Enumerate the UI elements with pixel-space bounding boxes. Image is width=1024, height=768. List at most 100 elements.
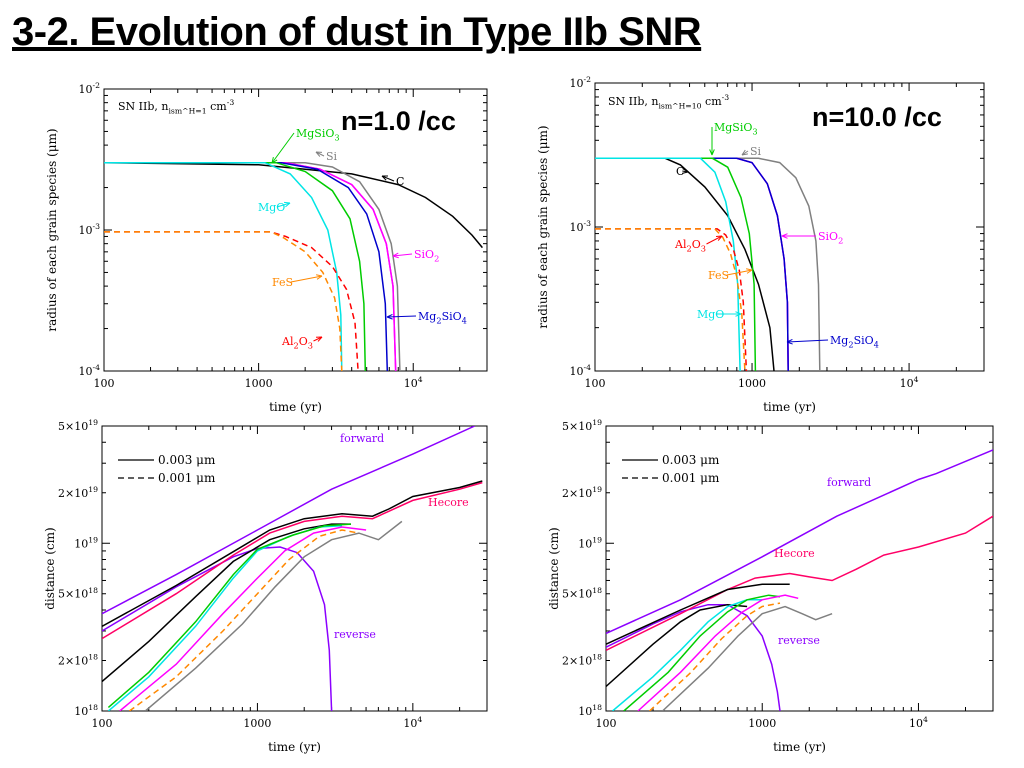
annotation-reverse: reverse [334, 628, 376, 641]
annotation-he-core: Hecore [774, 547, 815, 560]
annotation-c: C [676, 165, 684, 178]
series-reverse [102, 546, 333, 711]
series-forward [102, 426, 476, 615]
series-c-0-003 [102, 523, 351, 683]
annotation-sio2: SiO2​ [414, 248, 439, 263]
x-tick-label: 104​ [909, 715, 928, 730]
series-forward [606, 449, 993, 635]
annotation-al2o3: Al2​O3​ [281, 335, 313, 350]
annotation-si: Si [750, 145, 762, 158]
annotation-he-core: Hecore [428, 496, 469, 509]
annotation-c: C [396, 175, 404, 188]
chart-top-left: 100 1000 104​ 10-4​ 10-3​ 10-2​ time (yr) radiu… [45, 81, 488, 414]
plot-frame [101, 425, 488, 712]
series-si [104, 161, 401, 371]
y-tick-label: 2×1018​ [58, 653, 98, 668]
annotation-arrow [290, 275, 323, 283]
legend-label: 0.001 μm [662, 471, 720, 485]
series-green-0-003 [623, 594, 781, 711]
annotation-forward: forward [827, 476, 871, 489]
arrow-head [392, 252, 399, 259]
y-axis-label: radius of each grain species (μm) [536, 125, 550, 328]
annotation-reverse: reverse [778, 634, 820, 647]
annotation-arrow [786, 339, 829, 343]
arrow-head [709, 149, 715, 156]
series-black-gas [606, 583, 790, 645]
series-mgo [104, 161, 343, 371]
y-tick-label: 10-3​ [79, 222, 101, 237]
annotation-mgo: MgO [697, 308, 724, 321]
annotation-fes: FeS [272, 276, 293, 289]
series-magenta-0-003 [637, 594, 799, 711]
x-axis-label: time (yr) [268, 740, 321, 754]
y-tick-label: 10-2​ [570, 75, 592, 90]
x-tick-label: 1000 [243, 717, 271, 730]
y-tick-label: 5×1019​ [58, 418, 98, 433]
legend-label: 0.003 μm [662, 453, 720, 467]
series-mgo [595, 157, 741, 371]
arrow-head [315, 151, 323, 157]
x-tick-label: 100 [596, 717, 617, 730]
x-tick-label: 104​ [403, 715, 422, 730]
series-c [104, 161, 483, 249]
annotation-forward: forward [340, 432, 384, 445]
y-tick-label: 1018​ [578, 703, 602, 718]
y-axis-label: radius of each grain species (μm) [45, 128, 59, 331]
series-he-core [102, 481, 483, 640]
chart-bottom-right: 100 1000 104​ 1018​ 2×1018​ 5×1018​ 1019​ 2×101… [547, 418, 994, 754]
arrow-head [786, 338, 793, 345]
slide-title: 3-2. Evolution of dust in Type IIb SNR [12, 10, 702, 54]
annotation-arrow [381, 175, 395, 182]
arrow-head [381, 175, 389, 181]
series-mg2sio4 [595, 157, 789, 371]
arrow-head [283, 201, 291, 208]
series-al2o3 [595, 228, 748, 371]
x-axis-label: time (yr) [763, 400, 816, 414]
series-sio2 [104, 161, 397, 371]
y-tick-label: 2×1019​ [562, 485, 602, 500]
arrow-head [315, 336, 323, 342]
panel-heading: n=1.0 /cc [341, 106, 456, 136]
series-c-0-003 [606, 603, 748, 688]
series-mgo-0-003 [107, 525, 343, 711]
arrow-head [271, 157, 278, 164]
arrow-head [746, 268, 753, 274]
series-mgsio3 [595, 157, 789, 371]
annotation-arrow [271, 132, 295, 164]
plot-frame [605, 425, 994, 712]
chart-top-right: 100 1000 104​ 10-4​ 10-3​ 10-2​ time (yr) radiu… [536, 75, 985, 414]
series-si-0-003 [661, 605, 833, 711]
annotation-si: Si [326, 150, 338, 163]
model-label: SN IIb, nism^H=1​ cm-3​ [118, 98, 234, 115]
series-sio2 [595, 157, 789, 371]
series-green [595, 157, 757, 371]
annotation-arrow [726, 269, 753, 276]
annotation-al2o3: Al2​O3​ [674, 238, 706, 253]
series-green [104, 161, 367, 371]
annotation-arrow [313, 336, 323, 342]
annotation-arrow [386, 315, 417, 318]
annotation-mg2sio4: Mg2​SiO4​ [830, 334, 879, 349]
annotation-mg2sio4: Mg2​SiO4​ [418, 310, 467, 325]
y-tick-label: 2×1019​ [58, 485, 98, 500]
series-fes [104, 231, 343, 371]
arrow-head [682, 168, 689, 174]
legend-label: 0.003 μm [158, 453, 216, 467]
annotation-arrow [392, 253, 413, 257]
chart-bottom-left: 100 1000 104​ 1018​ 2×1018​ 5×1018​ 1019​ 2×101… [43, 418, 488, 754]
series-mgo-0-003 [612, 599, 763, 711]
y-tick-label: 10-2​ [79, 81, 101, 96]
arrow-head [316, 274, 323, 280]
annotation-arrow [706, 235, 723, 245]
y-tick-label: 1019​ [578, 535, 602, 550]
arrow-head [781, 233, 788, 239]
x-tick-label: 1000 [738, 377, 766, 390]
annotation-fes: FeS [708, 269, 729, 282]
y-tick-label: 10-3​ [570, 219, 592, 234]
x-tick-label: 1000 [748, 717, 776, 730]
x-tick-label: 104​ [900, 375, 919, 390]
y-axis-label: distance (cm) [43, 527, 57, 609]
arrow-head [715, 235, 723, 241]
arrow-head [741, 149, 748, 156]
y-tick-label: 5×1019​ [562, 418, 602, 433]
